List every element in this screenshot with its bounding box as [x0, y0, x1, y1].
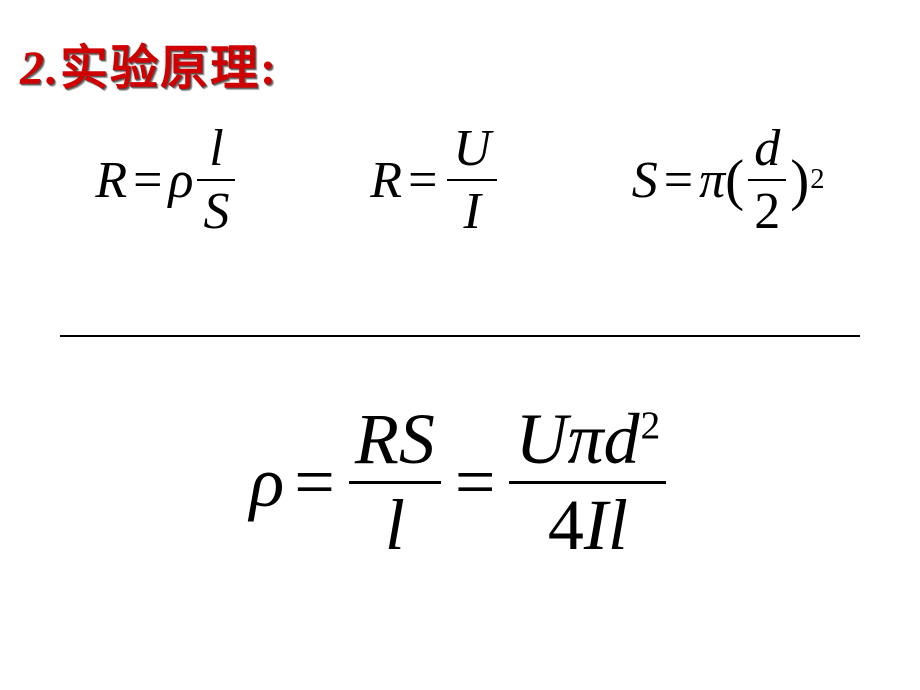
var-U: U: [515, 399, 567, 479]
frac-num-l: l: [203, 120, 229, 177]
var-I: I: [584, 485, 608, 565]
heading-number: 2.: [20, 42, 60, 95]
equations-row-1: R = ρ l S R = U I S = π ( d 2 ) 2: [30, 120, 890, 240]
var-R: R: [370, 151, 402, 210]
const-pi: π: [567, 399, 603, 479]
equals-sign: =: [455, 441, 496, 524]
open-paren: (: [725, 148, 744, 213]
fraction-bar: [748, 179, 786, 181]
fraction-U-over-I: U I: [447, 120, 497, 240]
fraction-bar: [349, 481, 441, 484]
frac-num-RS: RS: [349, 400, 441, 479]
frac-den-l: l: [379, 486, 411, 565]
equations-row-2: ρ = RS l = Uπd2 4Il: [0, 400, 920, 565]
fraction-d-over-2: d 2: [748, 120, 786, 240]
fraction-bar: [509, 481, 666, 484]
const-4: 4: [548, 485, 584, 565]
var-rho: ρ: [169, 151, 194, 210]
const-pi: π: [699, 151, 725, 210]
var-d: d: [604, 399, 640, 479]
equals-sign: =: [408, 151, 437, 210]
frac-den-4Il: 4Il: [542, 486, 634, 565]
close-paren: ): [790, 148, 809, 213]
horizontal-divider: [60, 335, 860, 337]
equation-S-pi-d2: S = π ( d 2 ) 2: [632, 120, 825, 240]
var-l: l: [608, 485, 628, 565]
equation-R-U-I: R = U I: [370, 120, 501, 240]
frac-num-d: d: [748, 120, 786, 177]
frac-den-I: I: [458, 183, 487, 240]
var-S: S: [632, 151, 658, 210]
equals-sign: =: [664, 151, 693, 210]
exponent-2: 2: [810, 164, 824, 196]
equation-rho-result: ρ = RS l = Uπd2 4Il: [250, 400, 671, 565]
fraction-l-over-S: l S: [197, 120, 235, 240]
frac-num-Upid2: Uπd2: [509, 400, 666, 479]
fraction-Upid2-over-4Il: Uπd2 4Il: [509, 400, 666, 565]
var-rho: ρ: [250, 441, 285, 524]
equals-sign: =: [133, 151, 162, 210]
exponent-2: 2: [641, 403, 661, 447]
frac-den-2: 2: [748, 183, 786, 240]
fraction-bar: [447, 179, 497, 181]
frac-num-U: U: [447, 120, 497, 177]
heading-text: 实验原理:: [60, 42, 278, 95]
section-heading: 2.实验原理:: [20, 28, 278, 98]
fraction-RS-over-l: RS l: [349, 400, 441, 565]
frac-den-S: S: [197, 183, 235, 240]
var-R: R: [95, 151, 127, 210]
equation-R-rho-l-S: R = ρ l S: [95, 120, 239, 240]
fraction-bar: [197, 179, 235, 181]
equals-sign: =: [294, 441, 335, 524]
